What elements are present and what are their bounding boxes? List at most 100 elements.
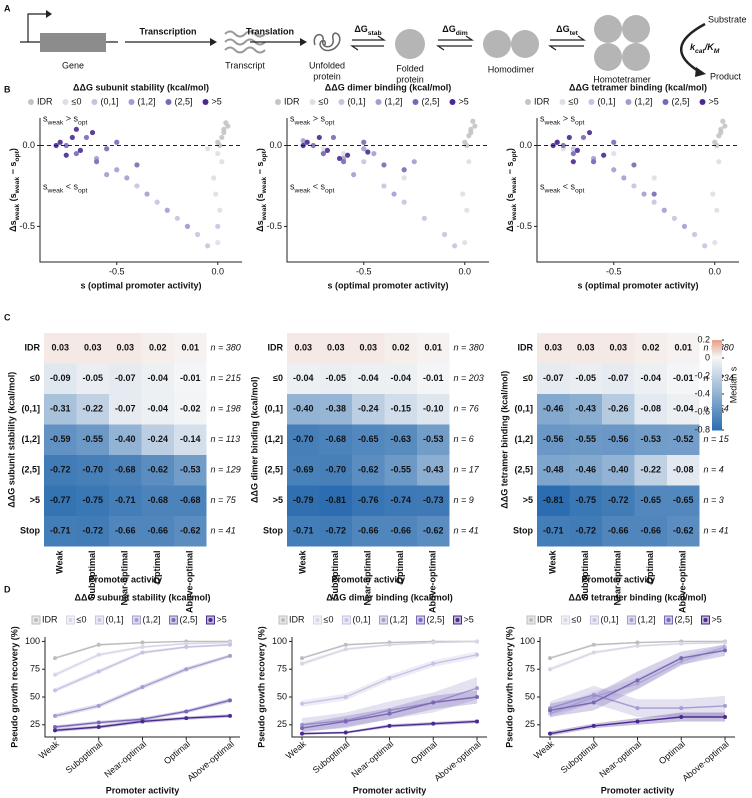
heat-cell (569, 424, 602, 455)
heat-cell (287, 485, 320, 516)
point (304, 139, 310, 145)
colorbar-slice (712, 407, 722, 411)
colorbar-slice (712, 414, 722, 417)
heat-cell (384, 485, 417, 516)
heat-cell (141, 485, 174, 516)
point (324, 147, 330, 153)
x-tick-label: Suboptimal (64, 739, 105, 776)
heat-cell (109, 394, 142, 425)
heat-cell (109, 333, 142, 364)
annotation: sweak > sopt (540, 114, 585, 127)
point (63, 142, 69, 149)
heat-cell (634, 516, 667, 547)
cell-label: -0.04 (358, 373, 379, 383)
cell-label: -0.46 (575, 465, 596, 475)
heat-cell (141, 516, 174, 547)
cell-label: -0.55 (390, 465, 411, 475)
point (343, 647, 348, 652)
heat-cell (417, 394, 450, 425)
legend-symbol (134, 618, 139, 622)
panel-letter: A (4, 3, 11, 13)
colorbar-slice (712, 400, 722, 404)
point (723, 640, 727, 645)
point (300, 726, 304, 731)
cell-label: -0.74 (390, 495, 411, 505)
legend-symbol (202, 99, 209, 105)
y-tick-label: >5 (273, 495, 283, 505)
diagram-label: ΔGtet (556, 24, 578, 37)
point (381, 162, 387, 168)
cell-label: -0.53 (180, 465, 201, 475)
cell-label: -0.04 (293, 373, 314, 383)
point (611, 139, 617, 145)
legend-label: ≤0 (72, 96, 82, 106)
x-axis-label: Promoter activity (581, 574, 655, 584)
x-tick-label: Above-optimal (428, 551, 438, 614)
confidence-band (550, 685, 594, 715)
annotation-part: weak (47, 120, 64, 127)
heat-cell (352, 455, 385, 486)
panel-letter: D (4, 584, 11, 594)
equilibrium-arrows (350, 35, 386, 51)
point (566, 134, 572, 141)
point (712, 239, 718, 246)
cell-label: -0.62 (358, 465, 379, 475)
cell-label: 0.03 (84, 343, 102, 353)
heat-cell (602, 394, 635, 425)
legend-symbol (412, 99, 419, 105)
y-axis-label-part: weak (261, 204, 268, 222)
x-tick-label: 0.0 (212, 266, 225, 276)
cell-label: -0.72 (325, 526, 346, 536)
cell-label: -0.43 (575, 404, 596, 414)
x-tick-label: Weak (532, 738, 556, 761)
heat-cell (634, 363, 667, 394)
y-axis-label-part: weak (14, 204, 21, 222)
heat-cell (287, 333, 320, 364)
y-axis-label-part: weak (261, 177, 268, 195)
n-label: n = 4 (704, 465, 724, 475)
confidence-band (637, 651, 682, 690)
y-tick-label: 0.0 (269, 140, 282, 150)
annotation-part: > s (63, 114, 78, 124)
cell-label: -0.75 (575, 495, 596, 505)
heat-cell (174, 485, 207, 516)
y-tick-label: 100 (520, 636, 535, 646)
y-tick-label: (1,2] (514, 434, 533, 444)
heat-cell (384, 424, 417, 455)
x-tick-label: Suboptimal (87, 551, 97, 600)
n-label: n = 17 (454, 465, 480, 475)
diagram-label-part: dim (456, 30, 468, 37)
n-label: n = 380 (211, 343, 241, 353)
cell-label: -0.66 (608, 526, 629, 536)
point (611, 167, 617, 173)
cell-label: -0.72 (608, 495, 629, 505)
point (63, 152, 69, 158)
cell-label: -0.62 (147, 465, 168, 475)
y-axis-label: ΔΔG dimer binding (kcal/mol) (249, 377, 259, 503)
point (300, 661, 304, 666)
point (124, 175, 130, 181)
colorbar-slice (712, 394, 722, 397)
cell-label: 0.03 (327, 343, 345, 353)
cell-label: -0.14 (180, 434, 201, 444)
colorbar-title: Median s (728, 366, 738, 403)
colorbar-slice (712, 369, 722, 372)
point (320, 146, 326, 152)
x-axis-label: Promoter activity (331, 574, 405, 584)
point (570, 150, 576, 157)
point (570, 159, 576, 165)
point (472, 123, 478, 129)
x-tick-label: Optimal (657, 739, 687, 767)
cell-label: -0.69 (293, 465, 314, 475)
heat-cell (667, 516, 700, 547)
y-tick-label: (0,1] (514, 404, 533, 414)
n-label: n = 3 (704, 495, 724, 505)
axis-line (291, 637, 487, 738)
cell-label: -0.05 (575, 373, 596, 383)
annotation-part: opt (575, 120, 585, 127)
annotation-part: weak (544, 188, 561, 195)
heat-cell (319, 394, 352, 425)
point (621, 175, 627, 181)
heat-cell (634, 485, 667, 516)
annotation: sweak < sopt (290, 182, 335, 195)
